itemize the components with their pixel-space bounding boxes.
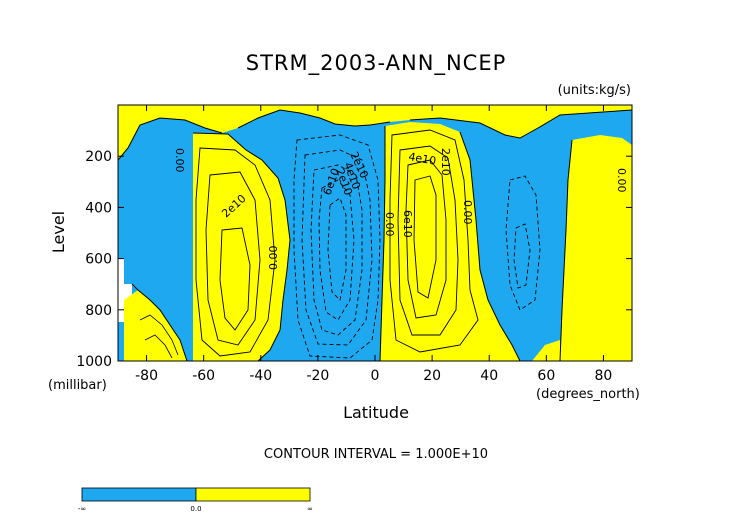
contour-label: 0.00 (615, 168, 628, 193)
x-tick-label: -80 (135, 368, 158, 384)
colorbar-label-pos-inf: ∞ (307, 505, 313, 513)
zero-contours (118, 109, 632, 361)
y-tick-label: 1000 (76, 354, 112, 370)
hadley-south-contours (293, 134, 381, 359)
colorbar-label-neg-inf: -∞ (78, 505, 86, 513)
x-tick-label: 80 (595, 368, 613, 384)
x-axis-title: Latitude (343, 403, 409, 422)
chart-title: STRM_2003-ANN_NCEP (246, 51, 507, 76)
units-label: (units:kg/s) (558, 83, 631, 98)
colorbar-positive-swatch (195, 487, 311, 502)
x-tick-label: -40 (249, 368, 272, 384)
axis-ticks: -80 -60 -40 -20 0 20 40 60 80 200 400 600 800 1000 (76, 105, 632, 384)
y-tick-label: 400 (85, 200, 112, 216)
contour-label: 0.00 (461, 200, 474, 225)
ferrel-south-contours (195, 147, 276, 357)
y-tick-label: 600 (85, 252, 112, 268)
colorbar-negative-swatch (81, 487, 197, 502)
contour-label: 2e10 (439, 148, 452, 176)
contour-label: 0.00 (173, 148, 186, 173)
y-tick-label: 800 (85, 303, 112, 319)
upper-positive-band (118, 105, 632, 160)
colorbar: -∞ 0.0 ∞ (78, 487, 313, 513)
contour-interval-label: CONTOUR INTERVAL = 1.000E+10 (264, 447, 488, 462)
y-units-label: (millibar) (48, 378, 107, 393)
x-tick-label: 20 (423, 368, 441, 384)
y-axis-title: Level (49, 211, 68, 253)
x-tick-label: -20 (306, 368, 329, 384)
plot-area: 0.00 2e10 0.00 2e10 6e10 2e10 4e10 0.00 … (76, 104, 633, 384)
southern-polar-lower-fill (124, 290, 187, 361)
x-tick-label: -60 (192, 368, 215, 384)
contour-label: 4e10 (407, 150, 437, 168)
x-tick-label: 40 (480, 368, 498, 384)
contour-label: 0.00 (267, 246, 280, 271)
x-tick-label: 60 (537, 368, 555, 384)
y-tick-label: 200 (85, 149, 112, 165)
northern-surface-fill (532, 340, 560, 361)
contour-label: 6e10 (401, 210, 414, 238)
x-tick-label: 0 (371, 368, 380, 384)
ferrel-north-contours (505, 175, 541, 311)
contour-label: 0.00 (383, 212, 396, 237)
x-units-label: (degrees_north) (536, 387, 640, 402)
hadley-north-contours (389, 129, 479, 353)
colorbar-label-zero: 0.0 (190, 505, 201, 513)
northern-polar-fill (560, 135, 632, 361)
southern-polar-lower-contours (139, 314, 179, 359)
